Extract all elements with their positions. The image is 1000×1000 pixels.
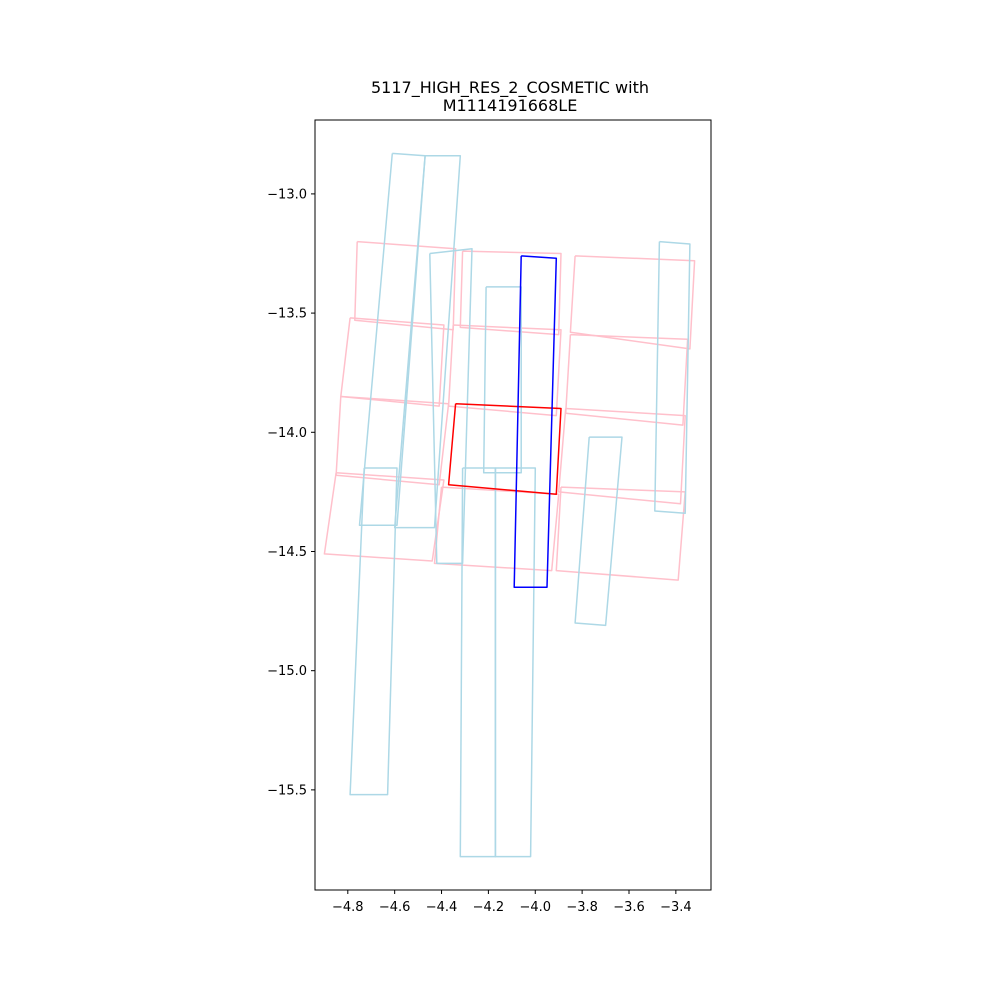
footprint-lightblue-16 [459, 467, 497, 858]
footprint-lightblue-11 [358, 152, 426, 527]
footprint-lightblue-15 [349, 467, 398, 796]
footprint-pink-0 [354, 240, 457, 331]
footprint-lightblue-14 [482, 286, 522, 474]
footprint-pink-1 [459, 250, 562, 336]
x-tick-label: −3.8 [566, 900, 598, 915]
y-tick-label: −14.5 [267, 545, 307, 560]
footprint-pink-9 [433, 486, 560, 572]
plot-frame [314, 119, 712, 891]
x-tick-label: −3.6 [613, 900, 645, 915]
x-tick-label: −4.8 [332, 900, 364, 915]
footprint-lightblue-12 [393, 155, 462, 529]
x-axis: −4.8 −4.6 −4.4 −4.2 −4.0 −3.8 −3.6 −3.4 [332, 890, 692, 915]
x-tick-label: −4.4 [426, 900, 458, 915]
x-tick-label: −3.4 [660, 900, 692, 915]
footprint-lightblue-17 [494, 467, 537, 858]
footprint-lightblue-18 [574, 436, 623, 627]
y-tick-label: −15.0 [267, 664, 307, 679]
footprint-red-20 [447, 402, 562, 496]
chart-title-line-1: 5117_HIGH_RES_2_COSMETIC with [371, 78, 649, 97]
footprint-pink-8 [323, 472, 445, 562]
footprint-pink-2 [569, 255, 696, 350]
footprint-lightblue-19 [654, 240, 691, 515]
footprint-blue-21 [513, 255, 558, 588]
x-tick-label: −4.2 [473, 900, 505, 915]
series-layer [323, 152, 696, 858]
y-tick-label: −13.0 [267, 187, 307, 202]
y-tick-label: −14.0 [267, 426, 307, 441]
footprint-pink-3 [340, 317, 445, 407]
x-tick-label: −4.0 [519, 900, 551, 915]
footprint-pink-5 [564, 333, 689, 426]
footprint-pink-6 [335, 395, 450, 486]
y-tick-label: −13.5 [267, 307, 307, 322]
x-tick-label: −4.6 [379, 900, 411, 915]
y-tick-label: −15.5 [267, 783, 307, 798]
footprint-pink-4 [447, 324, 562, 417]
y-axis: −13.0 −13.5 −14.0 −14.5 −15.0 −15.5 [267, 187, 315, 798]
chart-title-line-2: M1114191668LE [442, 96, 578, 115]
footprint-pink-10 [555, 486, 686, 581]
footprint-pink-7 [557, 407, 686, 505]
